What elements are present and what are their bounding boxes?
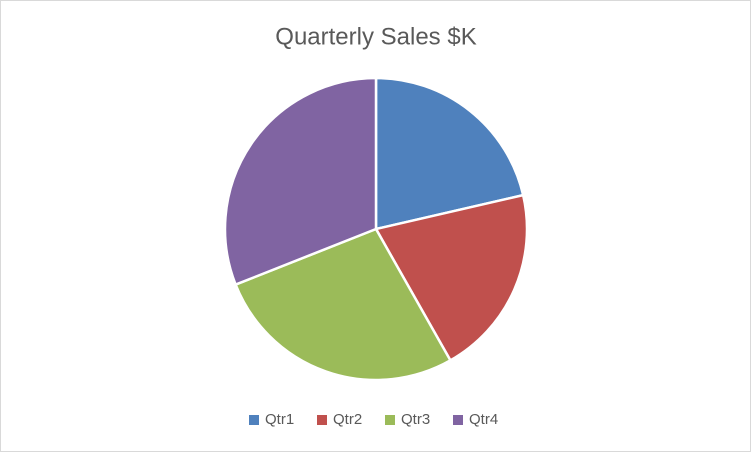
legend-swatch (317, 415, 327, 425)
legend-label: Qtr1 (265, 411, 294, 428)
chart-title: Quarterly Sales $K (275, 23, 476, 50)
legend-swatch (453, 415, 463, 425)
legend-label: Qtr3 (401, 411, 430, 428)
legend-label: Qtr4 (469, 411, 498, 428)
legend-label: Qtr2 (333, 411, 362, 428)
pie-slice (374, 193, 529, 363)
legend-swatch (249, 415, 259, 425)
legend-swatch (385, 415, 395, 425)
pie-slice (223, 76, 378, 287)
pie-slice (233, 227, 453, 382)
pie-slice (374, 76, 525, 231)
